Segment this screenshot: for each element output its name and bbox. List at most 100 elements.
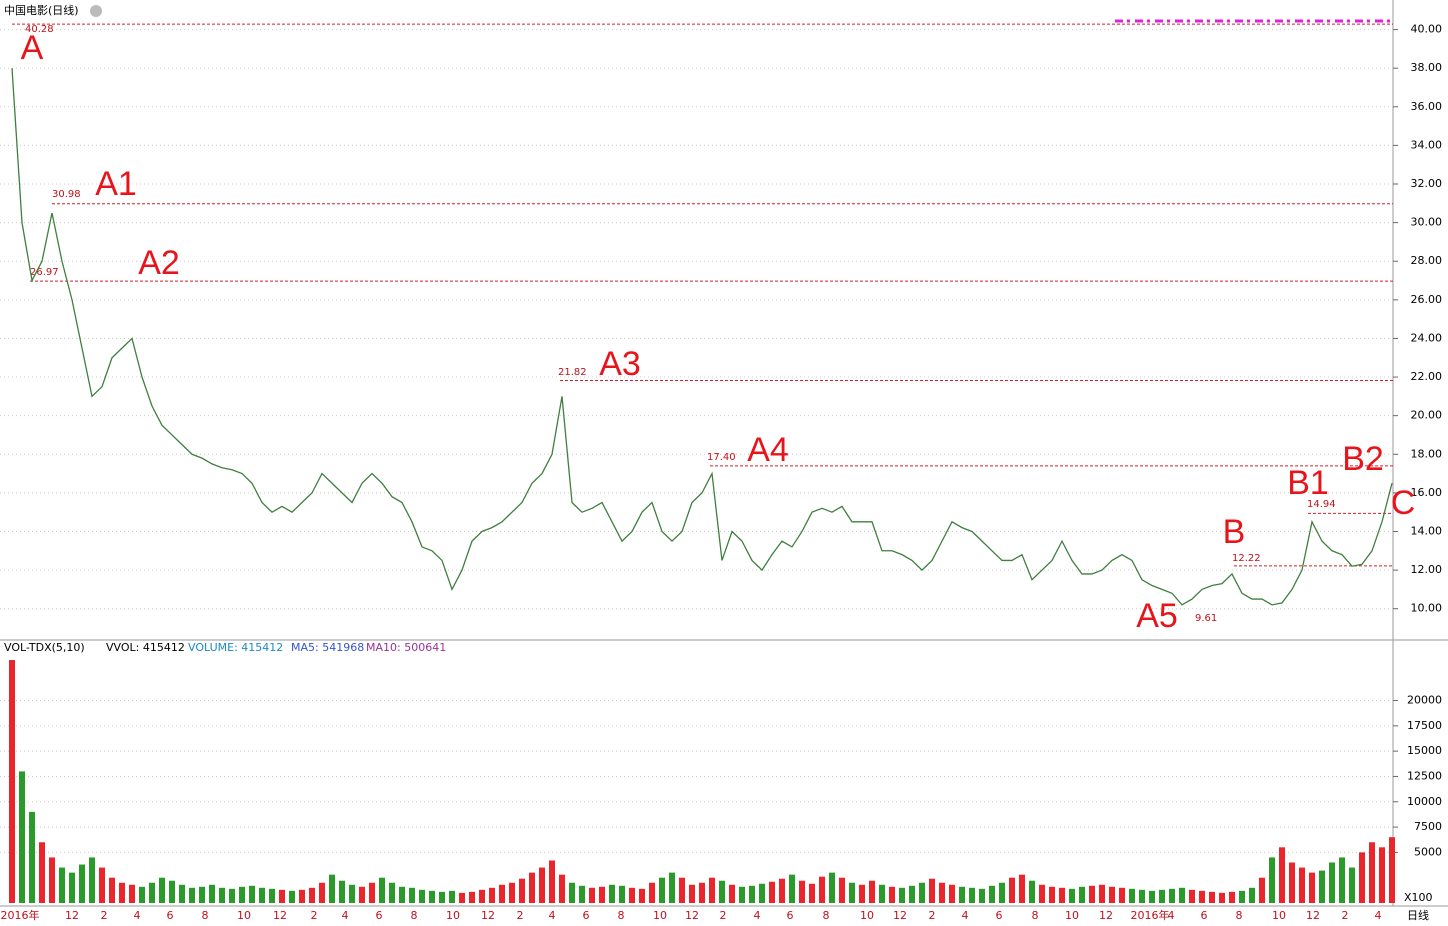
volume-bar — [1199, 890, 1205, 903]
volume-bar — [129, 884, 135, 903]
y-tick-label: 20.00 — [1411, 409, 1443, 422]
volume-bar — [359, 886, 365, 903]
volume-bar — [1099, 884, 1105, 903]
volume-bar — [539, 867, 545, 903]
volume-bar — [969, 887, 975, 903]
annotation: A1 — [95, 165, 137, 203]
volume-bar — [949, 884, 955, 903]
volume-bar — [899, 887, 905, 903]
x-tick-label: 12 — [1306, 909, 1320, 922]
volume-bar — [629, 887, 635, 903]
x-tick-label: 12 — [65, 909, 79, 922]
volume-bar — [429, 890, 435, 903]
volume-bar — [1209, 891, 1215, 903]
volume-bar — [419, 889, 425, 903]
volume-header: MA10: 500641 — [366, 641, 446, 654]
volume-bar — [1379, 847, 1385, 903]
volume-bar — [439, 891, 445, 903]
volume-bar — [979, 888, 985, 903]
volume-bar — [1109, 886, 1115, 903]
x-tick-label: 2 — [517, 909, 524, 922]
volume-bar — [79, 864, 85, 903]
volume-bar — [909, 885, 915, 903]
x-tick-label: 10 — [1065, 909, 1079, 922]
volume-bar — [89, 857, 95, 903]
y-tick-label: 16.00 — [1411, 486, 1443, 499]
volume-bar — [369, 882, 375, 903]
volume-bar — [829, 872, 835, 903]
volume-bar — [759, 883, 765, 903]
y-tick-label: 10.00 — [1411, 602, 1443, 615]
volume-bar — [299, 889, 305, 903]
volume-bar — [479, 889, 485, 903]
volume-bar — [189, 887, 195, 903]
volume-bar — [859, 884, 865, 903]
volume-bar — [579, 885, 585, 903]
volume-bar — [1049, 886, 1055, 903]
volume-bar — [519, 878, 525, 903]
x-tick-label: 8 — [1032, 909, 1039, 922]
level-label: 17.40 — [707, 452, 736, 463]
volume-bar — [769, 881, 775, 903]
annotation: B2 — [1342, 440, 1384, 478]
y-tick-label: 10000 — [1407, 795, 1442, 808]
level-label: 40.28 — [25, 24, 54, 35]
volume-bar — [709, 877, 715, 903]
annotation: B — [1223, 513, 1246, 551]
volume-bar — [669, 872, 675, 903]
volume-bar — [329, 874, 335, 903]
volume-bar — [749, 885, 755, 903]
volume-bar — [779, 878, 785, 903]
volume-bar — [159, 877, 165, 903]
period-label: 日线 — [1407, 908, 1429, 922]
volume-bar — [879, 884, 885, 903]
volume-bar — [1009, 877, 1015, 903]
volume-bar — [889, 886, 895, 903]
y-tick-label: 34.00 — [1411, 138, 1443, 151]
annotation: A4 — [747, 431, 789, 469]
x-tick-label: 4 — [1375, 909, 1382, 922]
volume-bar — [1299, 867, 1305, 903]
volume-bar — [1119, 887, 1125, 903]
volume-bar — [259, 887, 265, 903]
volume-bar — [289, 890, 295, 903]
volume-bar — [1129, 888, 1135, 903]
close-icon[interactable] — [90, 5, 102, 17]
volume-header: VOLUME: 415412 — [188, 641, 283, 654]
volume-bar — [589, 887, 595, 903]
x-tick-label: 6 — [787, 909, 794, 922]
x-tick-label: 10 — [237, 909, 251, 922]
volume-bar — [699, 882, 705, 903]
volume-bar — [799, 880, 805, 903]
volume-bar — [199, 886, 205, 903]
volume-bar — [459, 892, 465, 903]
volume-bar — [1019, 874, 1025, 903]
volume-bar — [649, 882, 655, 903]
x-tick-label: 12 — [273, 909, 287, 922]
annotation: A — [21, 29, 44, 67]
y-tick-label: 28.00 — [1411, 254, 1443, 267]
volume-bar — [999, 882, 1005, 903]
volume-bar — [1059, 887, 1065, 903]
volume-bar — [499, 884, 505, 903]
x-tick-label: 2 — [311, 909, 318, 922]
x-tick-label: 12 — [481, 909, 495, 922]
volume-bar — [399, 886, 405, 903]
volume-bar — [1159, 889, 1165, 903]
volume-bar — [339, 880, 345, 903]
volume-bar — [529, 872, 535, 903]
x-tick-label: 10 — [1272, 909, 1286, 922]
level-label: 21.82 — [558, 367, 587, 378]
volume-bar — [169, 880, 175, 903]
volume-header: VVOL: 415412 — [106, 641, 185, 654]
volume-bar — [1319, 870, 1325, 903]
volume-bar — [249, 885, 255, 903]
volume-bar — [59, 867, 65, 903]
annotation: A2 — [138, 244, 180, 282]
volume-bar — [119, 882, 125, 903]
volume-header: VOL-TDX(5,10) — [4, 641, 85, 654]
x-tick-label: 10 — [446, 909, 460, 922]
volume-bar — [739, 886, 745, 903]
volume-bar — [19, 771, 25, 903]
